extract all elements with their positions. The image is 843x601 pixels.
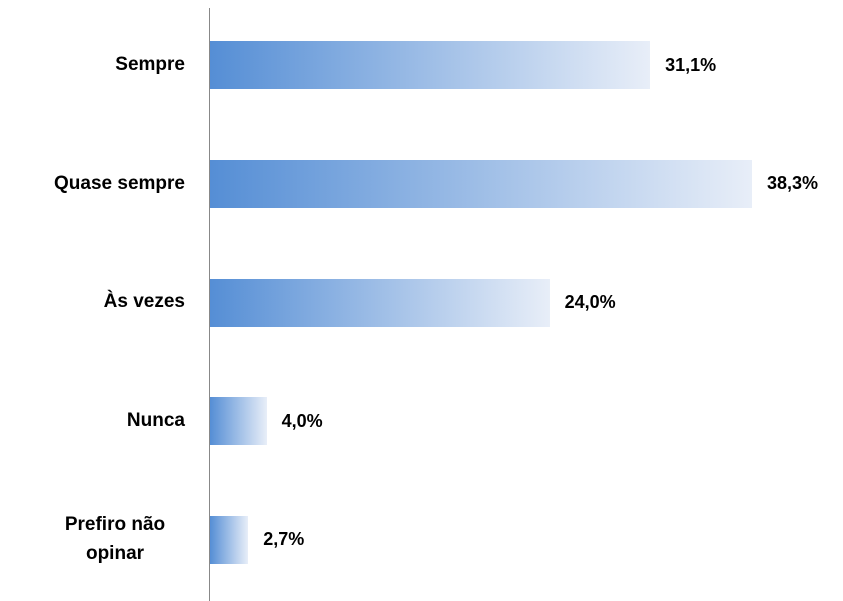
category-text: Sempre (115, 54, 185, 76)
category-label: Prefiro não opinar (0, 500, 185, 580)
bar (210, 515, 249, 564)
value-label: 4,0% (281, 410, 323, 431)
category-label: Sempre (0, 25, 185, 105)
value-label: 31,1% (665, 54, 717, 75)
category-label: Às vezes (0, 263, 185, 343)
category-text: Às vezes (103, 291, 185, 313)
value-label: 38,3% (767, 173, 819, 194)
bar (210, 159, 752, 208)
category-text: Nunca (126, 409, 185, 431)
value-label: 2,7% (263, 529, 305, 550)
category-text: Prefiro não opinar (64, 514, 166, 564)
bar (210, 278, 550, 327)
bar (210, 41, 651, 90)
category-label: Quase sempre (0, 144, 185, 224)
value-label: 24,0% (564, 292, 616, 312)
category-label: Nunca (0, 381, 185, 461)
category-text: Quase sempre (54, 172, 185, 194)
category-axis (209, 8, 210, 601)
bar (210, 397, 267, 446)
